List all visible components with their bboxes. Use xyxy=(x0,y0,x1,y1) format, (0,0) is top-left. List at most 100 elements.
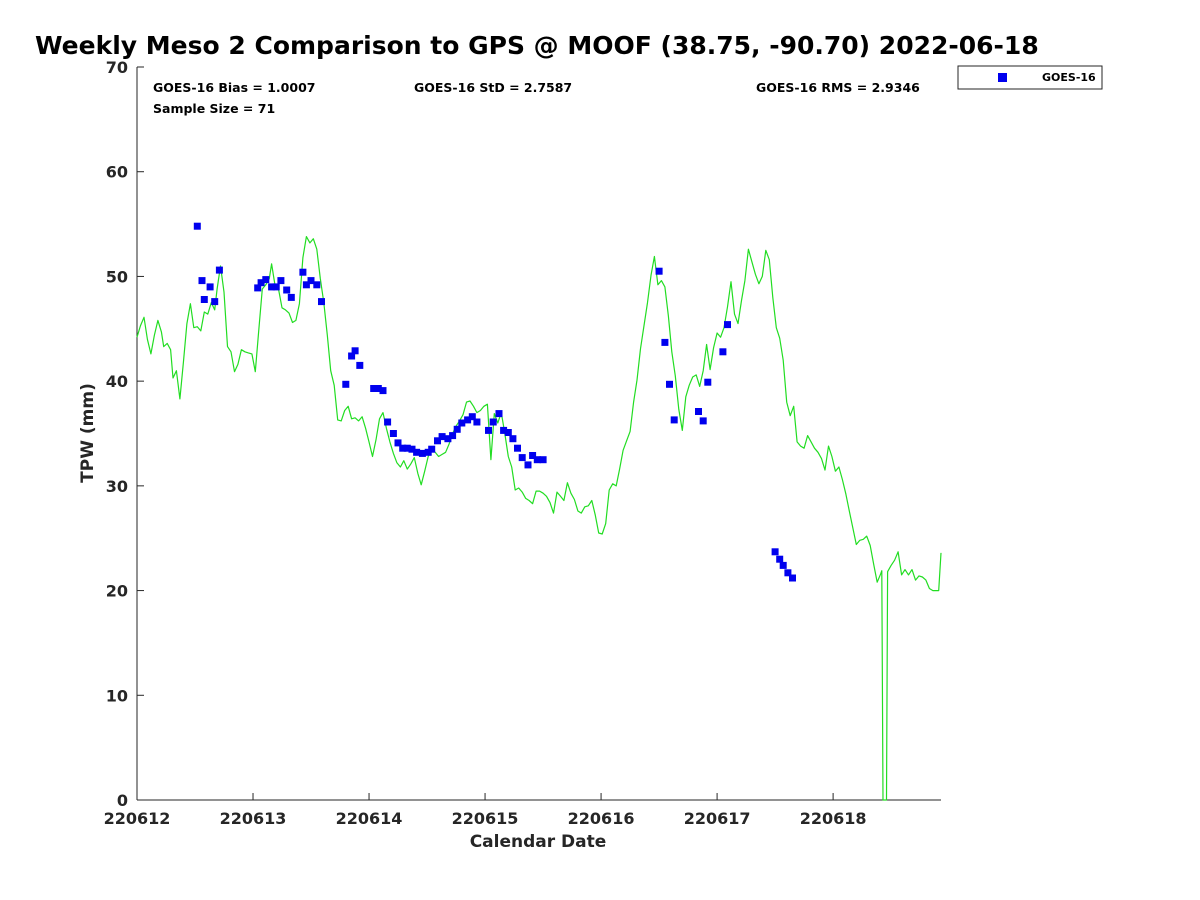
goes-data-point xyxy=(287,293,295,301)
rms-stat: GOES-16 RMS = 2.9346 xyxy=(756,80,920,95)
y-tick-label: 70 xyxy=(106,58,128,77)
x-ticks: 220612 220613 220614 220615 220616 220617 2206… xyxy=(104,793,867,828)
std-stat: GOES-16 StD = 2.7587 xyxy=(414,80,572,95)
legend-box xyxy=(957,65,1103,90)
goes-data-point xyxy=(529,452,537,459)
goes-data-point xyxy=(524,461,532,469)
goes-data-point xyxy=(670,416,678,424)
goes-data-point xyxy=(198,277,206,285)
goes-data-point xyxy=(533,456,541,464)
goes-data-point xyxy=(539,456,547,464)
goes-data-point xyxy=(695,408,702,415)
x-tick-label: 220612 xyxy=(104,809,171,828)
goes-data-point xyxy=(215,266,223,274)
x-tick-label: 220615 xyxy=(452,809,519,828)
legend-label: GOES-16 xyxy=(1042,71,1096,84)
goes-data-point xyxy=(468,413,476,421)
goes-data-point xyxy=(434,437,441,445)
goes-data-point xyxy=(509,435,517,443)
y-tick-label: 20 xyxy=(106,582,128,601)
goes-data-point xyxy=(389,430,397,437)
y-tick-label: 50 xyxy=(106,267,128,286)
goes-data-point xyxy=(348,352,356,360)
goes-data-point xyxy=(500,426,508,434)
goes-data-point xyxy=(351,347,359,355)
goes-data-point xyxy=(428,445,436,453)
y-tick-label: 60 xyxy=(106,163,128,182)
goes-data-point xyxy=(418,449,426,457)
goes-data-point xyxy=(444,435,452,443)
goes-data-point xyxy=(473,418,481,426)
goes-data-point xyxy=(449,432,457,440)
goes-data-point xyxy=(302,281,310,289)
gps-line-path xyxy=(136,236,942,801)
x-tick-label: 220616 xyxy=(568,809,635,828)
goes-data-point xyxy=(307,277,315,285)
goes-data-point xyxy=(384,418,392,426)
goes-data-point xyxy=(257,279,265,287)
goes-data-point xyxy=(666,380,673,388)
goes-data-point xyxy=(655,267,663,275)
goes-data-point xyxy=(719,348,727,356)
goes-data-point xyxy=(206,283,214,291)
x-tick-label: 220618 xyxy=(800,809,867,828)
gps-series-line xyxy=(136,236,942,801)
y-axis-label: TPW (mm) xyxy=(78,383,98,483)
x-tick-label: 220613 xyxy=(220,809,287,828)
goes-data-point xyxy=(200,296,208,303)
goes-data-point xyxy=(413,448,421,456)
goes-data-point xyxy=(495,410,503,418)
goes-data-point xyxy=(408,445,416,453)
plot-frame xyxy=(137,67,941,800)
goes-series-points xyxy=(193,222,796,582)
goes-data-point xyxy=(485,426,492,434)
goes-data-point xyxy=(776,555,784,563)
goes-data-point xyxy=(514,444,521,452)
goes-data-point xyxy=(193,222,201,230)
goes-data-point xyxy=(453,425,461,433)
goes-data-point xyxy=(370,385,378,392)
goes-data-point xyxy=(403,444,411,452)
goes-data-point xyxy=(518,454,526,462)
goes-data-point xyxy=(771,548,779,556)
goes-data-point xyxy=(699,417,707,425)
goes-data-point xyxy=(277,277,285,285)
legend-marker xyxy=(998,73,1007,82)
goes-data-point xyxy=(399,444,407,452)
goes-data-point xyxy=(504,429,512,436)
goes-data-point xyxy=(438,433,446,441)
sample-size-stat: Sample Size = 71 xyxy=(153,101,275,116)
goes-data-point xyxy=(318,298,325,306)
y-ticks: 0 10 20 30 40 50 60 70 xyxy=(106,58,144,810)
goes-data-point xyxy=(489,418,497,426)
legend: GOES-16 xyxy=(957,65,1103,90)
goes-data-point xyxy=(661,338,669,346)
bias-stat: GOES-16 Bias = 1.0007 xyxy=(153,80,315,95)
goes-data-point xyxy=(394,439,402,447)
y-tick-label: 40 xyxy=(106,372,128,391)
goes-data-point xyxy=(724,321,731,329)
y-tick-label: 30 xyxy=(106,477,128,496)
goes-data-point xyxy=(379,387,387,395)
x-tick-label: 220617 xyxy=(684,809,751,828)
goes-data-point xyxy=(704,378,712,386)
goes-data-point xyxy=(262,276,270,284)
goes-data-point xyxy=(784,569,792,577)
goes-data-point xyxy=(374,385,382,392)
goes-data-point xyxy=(458,419,466,427)
goes-data-point xyxy=(268,283,276,291)
goes-data-point xyxy=(272,283,280,291)
goes-data-point xyxy=(211,298,219,306)
x-tick-label: 220614 xyxy=(336,809,403,828)
goes-data-point xyxy=(313,281,321,289)
goes-data-point xyxy=(356,361,364,369)
goes-data-point xyxy=(254,284,262,292)
plot-area xyxy=(136,67,941,801)
goes-data-point xyxy=(342,380,350,388)
goes-data-point xyxy=(283,286,291,294)
goes-data-point xyxy=(299,268,307,276)
goes-data-point xyxy=(789,574,796,582)
goes-data-point xyxy=(779,561,787,569)
chart-title: Weekly Meso 2 Comparison to GPS @ MOOF (… xyxy=(35,31,1039,60)
